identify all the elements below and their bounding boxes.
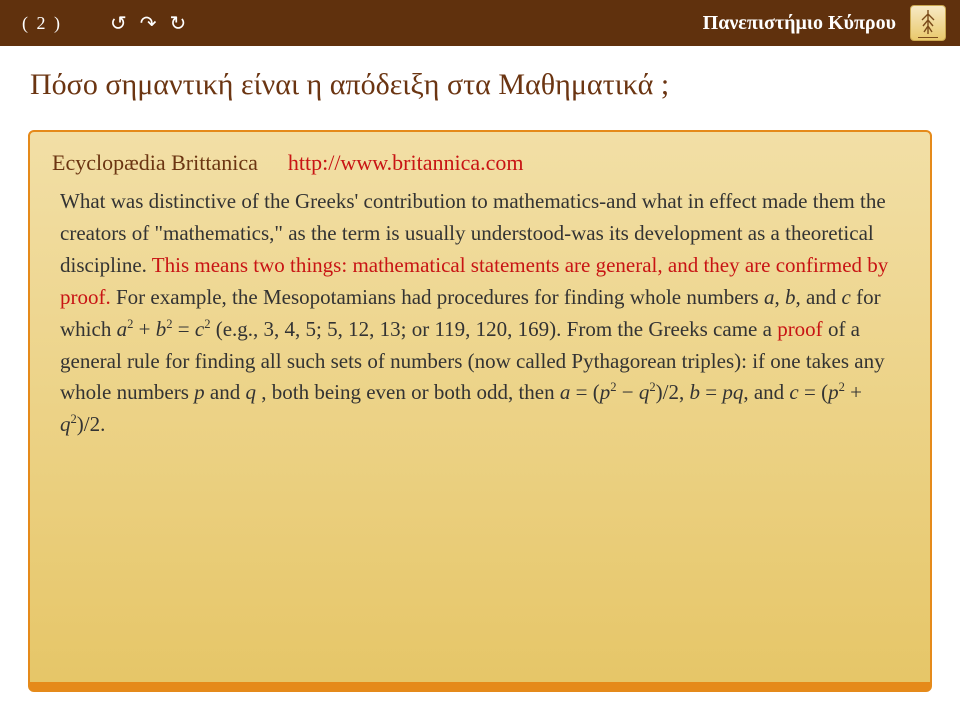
rpar: )	[656, 380, 663, 404]
rpar: )	[77, 412, 84, 436]
quote-card: Ecyclopædia Brittanica http://www.britan…	[28, 130, 932, 692]
card-header: Ecyclopædia Brittanica http://www.britan…	[52, 150, 908, 176]
comma: ,	[774, 285, 785, 309]
var-c: c	[789, 380, 798, 404]
page-counter: ( 2 )	[22, 13, 62, 34]
and: , and	[795, 285, 841, 309]
comma: ,	[679, 380, 690, 404]
var-p: p	[600, 380, 611, 404]
plus: +	[845, 380, 862, 404]
var-a: a	[764, 285, 775, 309]
minus: −	[617, 380, 639, 404]
topbar-left: ( 2 ) ↺ ↷ ↻	[22, 11, 190, 36]
var-a: a	[560, 380, 571, 404]
source-url[interactable]: http://www.britannica.com	[288, 150, 524, 176]
over2: /2	[84, 412, 100, 436]
var-q: q	[245, 380, 256, 404]
and: , and	[743, 380, 789, 404]
eq: =	[178, 317, 195, 341]
body-text: (e.g., 3, 4, 5; 5, 12, 13; or 119, 120, …	[216, 317, 777, 341]
slide-title-text: Πόσο σημαντική είναι η απόδειξη στα Μαθη…	[30, 68, 669, 101]
source-title: Ecyclopædia Brittanica	[52, 150, 258, 176]
slide-title: Πόσο σημαντική είναι η απόδειξη στα Μαθη…	[0, 46, 960, 112]
emphasis-text: proof	[777, 317, 823, 341]
var-b: b	[785, 285, 796, 309]
var-b: b	[156, 317, 167, 341]
plus: +	[139, 317, 156, 341]
card-body: What was distinctive of the Greeks' cont…	[52, 186, 908, 441]
content-area: Ecyclopædia Brittanica http://www.britan…	[0, 112, 960, 720]
and: and	[205, 380, 246, 404]
var-b: b	[689, 380, 700, 404]
eq: =	[700, 380, 722, 404]
sq: 2	[166, 317, 172, 331]
over2: /2	[663, 380, 679, 404]
sq: 2	[127, 317, 133, 331]
var-p: p	[194, 380, 205, 404]
nav-arrows[interactable]: ↺ ↷ ↻	[110, 11, 190, 36]
var-a: a	[117, 317, 128, 341]
var-p: p	[828, 380, 839, 404]
var-q: q	[60, 412, 71, 436]
pq: pq	[722, 380, 743, 404]
topbar-right: Πανεπιστήμιο Κύπρου	[703, 5, 946, 41]
var-c: c	[195, 317, 204, 341]
sq: 2	[204, 317, 210, 331]
body-text: , both being even or both odd, then	[261, 380, 560, 404]
body-text: For example, the Mesopotamians had proce…	[116, 285, 764, 309]
university-name: Πανεπιστήμιο Κύπρου	[703, 12, 896, 35]
topbar: ( 2 ) ↺ ↷ ↻ Πανεπιστήμιο Κύπρου	[0, 0, 960, 46]
eq: =	[570, 380, 592, 404]
university-logo-icon	[910, 5, 946, 41]
eq: =	[799, 380, 821, 404]
var-c: c	[842, 285, 851, 309]
period: .	[100, 412, 105, 436]
var-q: q	[639, 380, 650, 404]
lpar: (	[593, 380, 600, 404]
